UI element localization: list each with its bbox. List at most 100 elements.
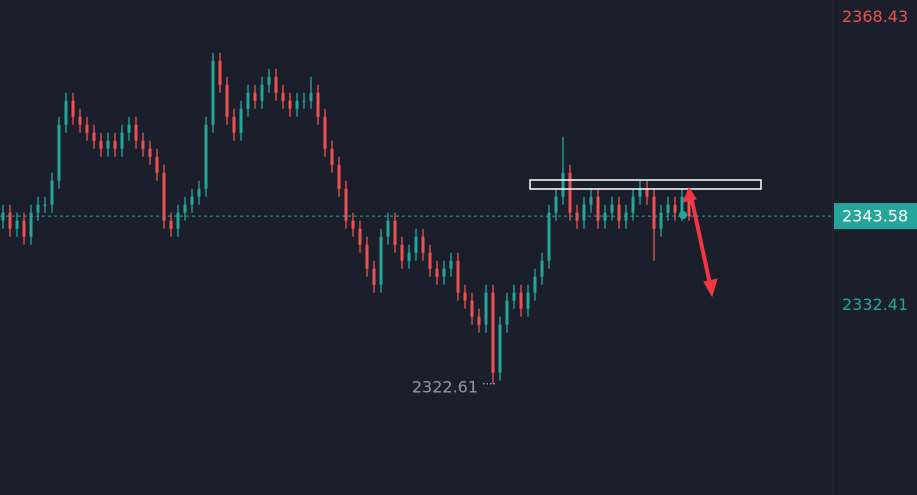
body (323, 116, 327, 149)
body (645, 188, 649, 197)
body (267, 76, 271, 85)
body (477, 316, 481, 325)
body (50, 180, 54, 205)
body (113, 140, 117, 149)
body (225, 84, 229, 117)
body (624, 212, 628, 221)
body (204, 124, 208, 189)
body (169, 220, 173, 229)
body (435, 268, 439, 277)
current-price-label: 2343.58 (842, 207, 908, 226)
body (162, 172, 166, 221)
body (561, 172, 565, 197)
body (218, 60, 222, 85)
body (253, 92, 257, 101)
body (505, 300, 509, 325)
body (330, 148, 334, 165)
body (309, 92, 313, 101)
body (29, 212, 33, 237)
body (197, 188, 201, 197)
body (547, 212, 551, 261)
body (295, 100, 299, 109)
body (526, 292, 530, 309)
body (638, 188, 642, 197)
body (533, 276, 537, 293)
body (78, 116, 82, 125)
body (617, 204, 621, 221)
candles (1, 52, 691, 384)
body (337, 164, 341, 189)
body (141, 140, 145, 149)
body (652, 196, 656, 229)
body (351, 220, 355, 229)
low-marker-label: 2322.61 (412, 377, 478, 396)
body (596, 196, 600, 221)
body (365, 244, 369, 269)
body (155, 156, 159, 173)
body (582, 204, 586, 221)
body (491, 292, 495, 373)
body (64, 100, 68, 125)
body (498, 324, 502, 373)
body (589, 196, 593, 205)
body (127, 124, 131, 133)
body (631, 196, 635, 213)
body (484, 292, 488, 325)
arrow-head (682, 186, 697, 203)
body (232, 116, 236, 133)
body (540, 260, 544, 277)
body (603, 212, 607, 221)
body (372, 268, 376, 285)
body (239, 108, 243, 133)
body (470, 300, 474, 317)
body (288, 100, 292, 109)
body (85, 124, 89, 133)
body (407, 252, 411, 261)
body (22, 220, 26, 237)
body (71, 100, 75, 117)
body (344, 188, 348, 221)
body (666, 204, 670, 213)
body (120, 132, 124, 149)
body (456, 260, 460, 293)
body (92, 132, 96, 141)
body (379, 236, 383, 285)
body (442, 268, 446, 277)
body (1, 212, 5, 221)
body (575, 212, 579, 221)
forecast-arrow (682, 186, 718, 298)
body (281, 92, 285, 101)
body (176, 212, 180, 229)
body (687, 196, 691, 217)
body (519, 292, 523, 309)
body (260, 84, 264, 101)
body (554, 196, 558, 213)
body (673, 204, 677, 213)
current-price-box (834, 203, 917, 230)
body (680, 196, 684, 213)
body (386, 220, 390, 237)
body (400, 244, 404, 261)
body (393, 220, 397, 245)
body (99, 140, 103, 149)
body (414, 236, 418, 253)
body (610, 204, 614, 213)
low-price-scale-label: 2332.41 (842, 295, 908, 314)
body (246, 92, 250, 109)
body (428, 252, 432, 269)
body (106, 140, 110, 149)
body (421, 236, 425, 253)
body (190, 196, 194, 205)
body (15, 220, 19, 229)
arrow-shaft (689, 195, 712, 285)
body (659, 212, 663, 229)
resistance-box (529, 179, 762, 190)
body (316, 92, 320, 117)
body (358, 228, 362, 245)
body (43, 204, 47, 206)
arrow-head (703, 278, 718, 298)
body (148, 148, 152, 157)
body (274, 76, 278, 93)
